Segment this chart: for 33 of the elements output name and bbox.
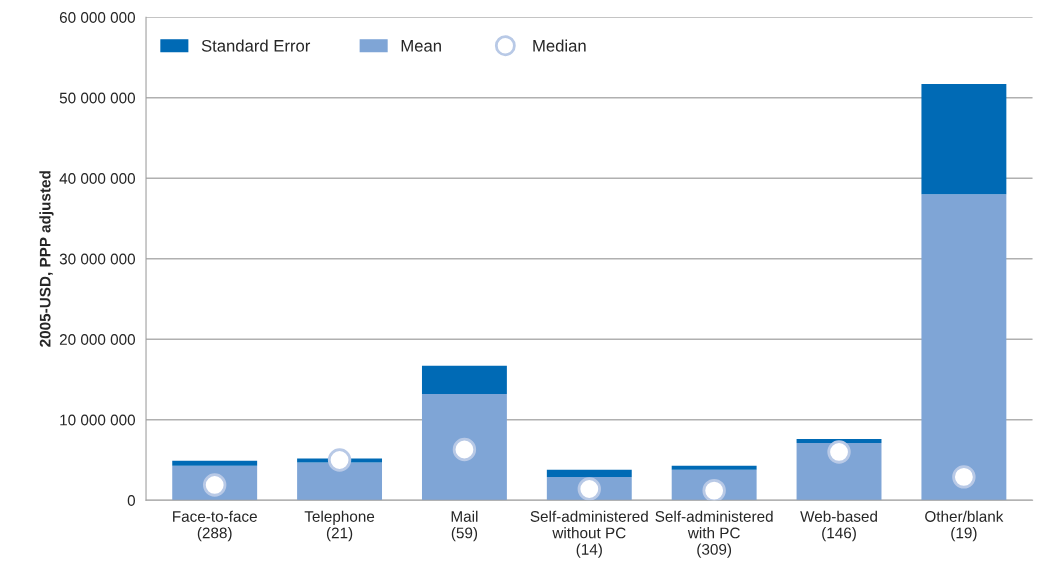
legend-label: Mean bbox=[401, 40, 441, 52]
bar bbox=[297, 462, 383, 501]
y-tick-label: 50 000 000 bbox=[59, 92, 136, 104]
legend-label: Standard Error bbox=[201, 39, 311, 52]
x-tick-label: Self-administered with PC (309) bbox=[655, 510, 773, 558]
bar bbox=[796, 439, 882, 444]
point bbox=[327, 448, 352, 472]
x-tick-label: Face-to-face (288) bbox=[173, 510, 257, 542]
y-tick-label: 60 000 000 bbox=[59, 12, 136, 23]
bar bbox=[421, 365, 507, 394]
y-tick-label: 40 000 000 bbox=[59, 173, 136, 184]
y-axis-title: 2005-USD, PPP adjusted bbox=[39, 171, 54, 347]
bar bbox=[172, 460, 258, 466]
bar bbox=[796, 443, 882, 501]
x-tick-label: Self-administered without PC (14) bbox=[530, 510, 648, 558]
bar bbox=[671, 465, 757, 470]
y-tick-label: 20 000 000 bbox=[59, 334, 136, 345]
bar bbox=[921, 84, 1007, 195]
y-tick-label: 0 bbox=[127, 495, 136, 506]
x-tick-label: Mail (59) bbox=[451, 510, 478, 542]
point bbox=[952, 465, 976, 489]
y-tick-label: 30 000 000 bbox=[59, 253, 136, 265]
bar bbox=[421, 393, 507, 501]
x-tick-label: Other/blank (19) bbox=[925, 510, 1004, 542]
x-tick-label: Telephone (21) bbox=[304, 510, 375, 542]
bar bbox=[546, 469, 632, 477]
point bbox=[577, 477, 601, 501]
legend-label: Median bbox=[533, 39, 586, 52]
point bbox=[452, 437, 477, 462]
x-tick-label: Web-based (146) bbox=[800, 510, 877, 542]
bar bbox=[921, 194, 1007, 501]
y-tick-label: 10 000 000 bbox=[60, 414, 136, 426]
point bbox=[827, 440, 851, 464]
